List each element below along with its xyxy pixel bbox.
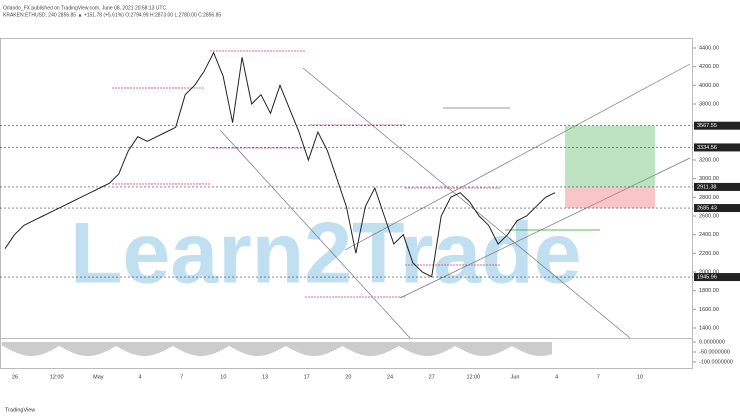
profit-zone: [565, 125, 655, 187]
level-label: 1945.96: [697, 275, 717, 281]
x-tick-label: 20: [345, 374, 351, 380]
y-tick-label: 2800.00: [699, 195, 719, 201]
y2-tick-label: -50.0000000: [699, 349, 730, 355]
x-tick-label: 13: [262, 374, 268, 380]
level-label: 3567.55: [697, 123, 717, 129]
level-label-bg: [694, 121, 740, 130]
x-tick-label: 24: [387, 374, 393, 380]
chart-title: Orlando_FX published on TradingView.com,…: [3, 5, 166, 11]
trendlines: [219, 63, 691, 339]
x-tick-label: 7: [597, 374, 600, 380]
x-tick-label: 7: [180, 374, 183, 380]
x-tick-label: 4: [138, 374, 141, 380]
x-tick-label: Jun: [511, 374, 520, 380]
y-tick-label: 1800.00: [699, 288, 719, 294]
level-label-bg: [694, 143, 740, 152]
y-tick-label: 1400.00: [699, 325, 719, 331]
y-tick-label: 2600.00: [699, 213, 719, 219]
y-tick-label: 3000.00: [699, 176, 719, 182]
y-tick-label: 1600.00: [699, 307, 719, 313]
x-tick-label: 10: [637, 374, 643, 380]
level-label-bg: [694, 182, 740, 191]
x-tick-label: 17: [304, 374, 310, 380]
y-tick-label: 4400.00: [699, 45, 719, 51]
chart-subtitle: KRAKEN:ETHUSD, 240 2856.85 ▲ +151.78 (+5…: [3, 12, 221, 18]
y2-tick-label: 0.0000000: [699, 339, 725, 345]
y-tick-label: 2200.00: [699, 251, 719, 257]
loss-zone: [565, 186, 655, 209]
y-tick-label: 2000.00: [699, 269, 719, 275]
x-tick-label: 4: [555, 374, 558, 380]
footer: TradingView: [5, 407, 35, 413]
x-tick-label: May: [93, 374, 104, 380]
y-tick-label: 3200.00: [699, 157, 719, 163]
x-tick-label: 12:00: [50, 374, 64, 380]
y-tick-label: 4200.00: [699, 64, 719, 70]
level-label: 2685.43: [697, 205, 717, 211]
level-label: 3334.56: [697, 145, 717, 151]
level-label-bg: [694, 273, 740, 282]
price-line: [4, 51, 556, 278]
x-tick-label: 12:00: [466, 374, 480, 380]
x-tick-label: 10: [220, 374, 226, 380]
level-label: 2911.38: [697, 184, 716, 190]
level-label-bg: [694, 204, 740, 213]
x-tick-label: 27: [429, 374, 435, 380]
y2-tick-label: -100.0000000: [699, 359, 733, 365]
x-tick-label: 26: [12, 374, 18, 380]
y-tick-label: 4000.00: [699, 83, 719, 89]
watermark: Learn2Trade: [70, 206, 581, 302]
resistance-marks: [112, 50, 500, 298]
y-tick-label: 2400.00: [699, 232, 719, 238]
y-tick-label: 3800.00: [699, 101, 719, 107]
